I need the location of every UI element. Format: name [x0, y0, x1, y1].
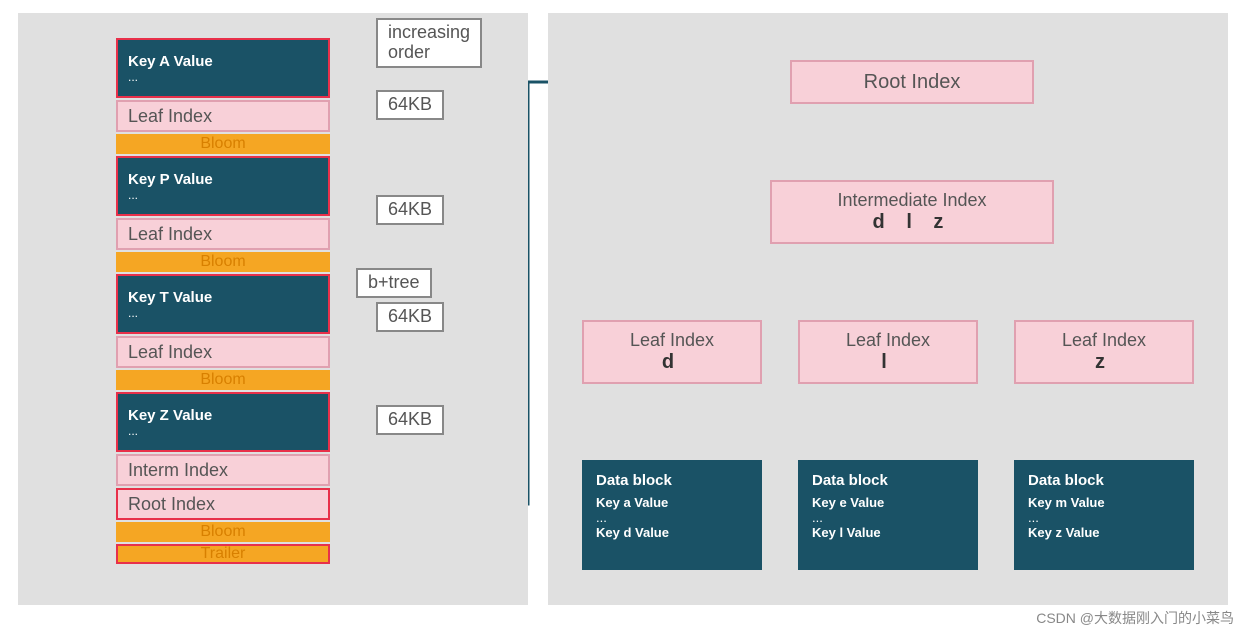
callout-label: 64KB [376, 90, 444, 120]
root-index: Root Index [790, 60, 1034, 104]
leaf-index-block: Leaf Index [116, 218, 330, 250]
bloom-block: Bloom [116, 134, 330, 154]
leaf-index: Leaf Indexz [1014, 320, 1194, 384]
bloom-block: Bloom [116, 522, 330, 542]
data-block: Data block Key e Value ... Key l Value [798, 460, 978, 570]
bloom-block: Bloom [116, 370, 330, 390]
callout-label: increasing order [376, 18, 482, 68]
callout-label: 64KB [376, 302, 444, 332]
callout-label: 64KB [376, 405, 444, 435]
key-value-block: Key T Value... [116, 274, 330, 334]
leaf-index-block: Leaf Index [116, 100, 330, 132]
data-block: Data block Key m Value ... Key z Value [1014, 460, 1194, 570]
watermark: CSDN @大数据刚入门的小菜鸟 [1036, 608, 1234, 628]
root-index-block: Root Index [116, 488, 330, 520]
trailer-block: Trailer [116, 544, 330, 564]
key-value-block: Key Z Value... [116, 392, 330, 452]
interm-index-block: Interm Index [116, 454, 330, 486]
intermediate-index: Intermediate Indexd l z [770, 180, 1054, 244]
leaf-index: Leaf Indexd [582, 320, 762, 384]
leaf-index: Leaf Indexl [798, 320, 978, 384]
bloom-block: Bloom [116, 252, 330, 272]
data-block: Data block Key a Value ... Key d Value [582, 460, 762, 570]
key-value-block: Key P Value... [116, 156, 330, 216]
callout-label: 64KB [376, 195, 444, 225]
key-value-block: Key A Value... [116, 38, 330, 98]
leaf-index-block: Leaf Index [116, 336, 330, 368]
callout-label: b+tree [356, 268, 432, 298]
